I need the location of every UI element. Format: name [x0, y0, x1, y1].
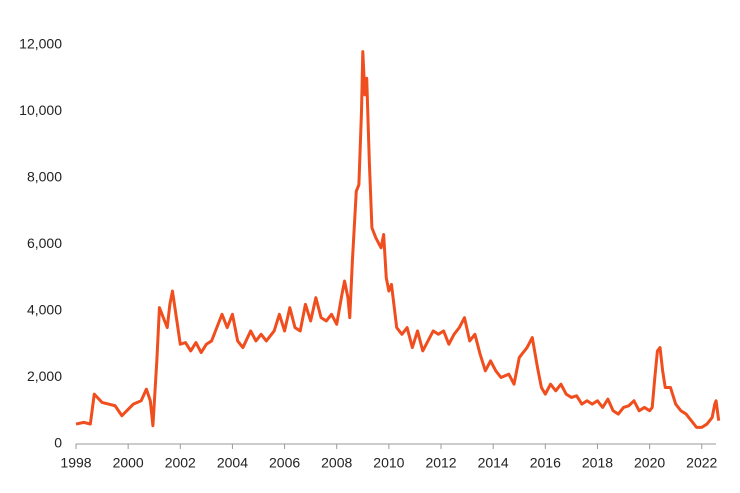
x-tick-label: 2002	[165, 455, 196, 471]
x-tick-label: 2020	[634, 455, 665, 471]
x-tick-label: 2012	[425, 455, 456, 471]
y-tick-label: 0	[54, 435, 62, 451]
y-tick-label: 12,000	[19, 36, 62, 52]
x-tick-label: 2010	[373, 455, 404, 471]
x-tick-label: 2016	[530, 455, 561, 471]
x-tick-label: 2018	[582, 455, 613, 471]
x-tick-label: 2006	[269, 455, 300, 471]
y-tick-label: 10,000	[19, 102, 62, 118]
y-tick-label: 2,000	[27, 368, 62, 384]
x-tick-label: 1998	[60, 455, 91, 471]
y-tick-label: 6,000	[27, 235, 62, 251]
x-tick-label: 2004	[217, 455, 248, 471]
line	[75, 50, 721, 429]
y-tick-label: 4,000	[27, 302, 62, 318]
y-tick-label: 8,000	[27, 169, 62, 185]
x-tick-label: 2014	[478, 455, 509, 471]
x-tick-label: 2000	[113, 455, 144, 471]
x-tick-label: 2008	[321, 455, 352, 471]
x-tick-label: 2022	[686, 455, 717, 471]
